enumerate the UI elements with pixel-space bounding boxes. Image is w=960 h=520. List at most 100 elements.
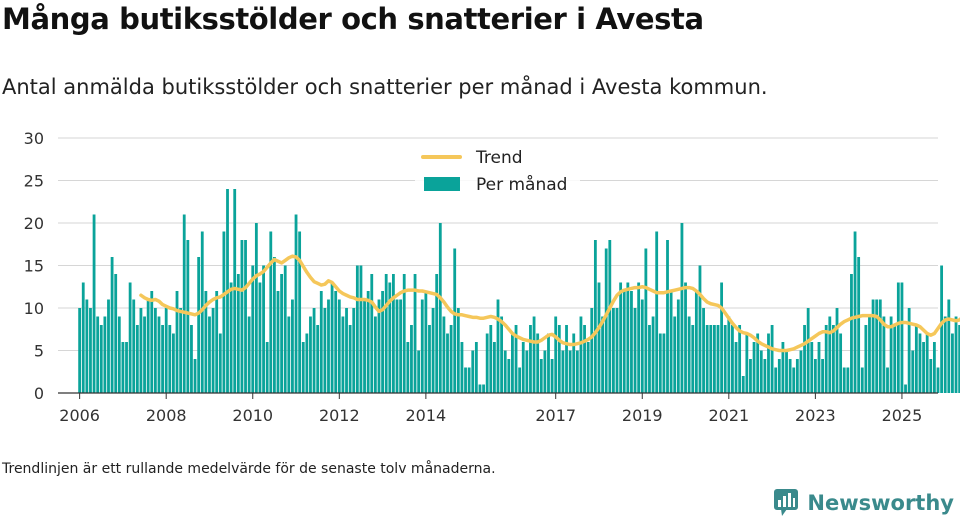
bar bbox=[327, 299, 330, 393]
bar bbox=[929, 359, 933, 393]
x-tick-label: 2008 bbox=[146, 406, 187, 425]
bar bbox=[904, 384, 907, 393]
x-tick-label: 2021 bbox=[708, 406, 749, 425]
bar bbox=[777, 359, 781, 393]
bar bbox=[846, 367, 850, 393]
bar bbox=[712, 325, 716, 393]
bar bbox=[709, 325, 713, 393]
bar bbox=[575, 350, 579, 393]
bar bbox=[529, 325, 532, 393]
bar bbox=[518, 367, 522, 393]
bar bbox=[850, 274, 853, 393]
bar bbox=[799, 350, 803, 393]
bar bbox=[687, 316, 691, 393]
bar bbox=[680, 223, 684, 393]
bar bbox=[175, 291, 179, 393]
bar bbox=[251, 265, 255, 393]
chart: 0 5 10 15 20 25 30 2006 2008 2010 2012 2014 2017 2019… bbox=[0, 120, 960, 440]
bar bbox=[164, 308, 168, 393]
bar bbox=[150, 291, 154, 393]
bar bbox=[446, 333, 449, 393]
bar bbox=[813, 359, 817, 393]
bar bbox=[435, 274, 439, 393]
bar bbox=[355, 265, 359, 393]
bar bbox=[373, 316, 377, 393]
bar bbox=[749, 359, 752, 393]
bar bbox=[630, 291, 633, 393]
bar bbox=[474, 342, 478, 393]
bar bbox=[655, 231, 659, 393]
bar bbox=[186, 240, 190, 393]
bar bbox=[932, 342, 936, 393]
bar bbox=[420, 299, 424, 393]
bar bbox=[579, 316, 583, 393]
y-tick-label: 10 bbox=[24, 299, 44, 318]
x-tick-label: 2023 bbox=[795, 406, 836, 425]
bar bbox=[951, 333, 954, 393]
bar bbox=[294, 214, 298, 393]
bar bbox=[803, 325, 806, 393]
bar bbox=[132, 299, 136, 393]
bar bbox=[345, 308, 348, 393]
bar bbox=[572, 333, 576, 393]
bar bbox=[795, 359, 799, 393]
bar bbox=[781, 342, 785, 393]
bar bbox=[947, 299, 951, 393]
bar bbox=[936, 367, 940, 393]
bar bbox=[619, 282, 623, 393]
bar bbox=[792, 367, 796, 393]
bar-series bbox=[78, 189, 960, 393]
bar bbox=[428, 325, 431, 393]
brand-logo[interactable]: Newsworthy bbox=[773, 487, 954, 519]
x-tick-label: 2017 bbox=[535, 406, 576, 425]
bar bbox=[615, 308, 619, 393]
bar bbox=[359, 265, 363, 393]
y-tick-label: 5 bbox=[34, 342, 44, 361]
bar bbox=[842, 367, 846, 393]
bar bbox=[896, 282, 900, 393]
bar bbox=[759, 350, 763, 393]
bar bbox=[190, 325, 193, 393]
newsworthy-logo-icon bbox=[774, 489, 799, 516]
bar bbox=[280, 274, 284, 393]
x-tick-label: 2006 bbox=[59, 406, 100, 425]
bar bbox=[525, 350, 529, 393]
bar bbox=[471, 350, 475, 393]
y-tick-label: 0 bbox=[34, 384, 44, 403]
bar bbox=[853, 231, 857, 393]
bar bbox=[817, 342, 821, 393]
bar bbox=[886, 367, 889, 393]
bar bbox=[424, 291, 428, 393]
bar bbox=[871, 299, 875, 393]
bar bbox=[211, 308, 215, 393]
bar bbox=[763, 359, 767, 393]
legend-bar-label: Per månad bbox=[476, 174, 567, 195]
bar bbox=[500, 316, 504, 393]
bar bbox=[323, 308, 327, 393]
bar bbox=[738, 325, 742, 393]
bar bbox=[161, 325, 164, 393]
bar bbox=[511, 333, 514, 393]
x-tick-label: 2019 bbox=[622, 406, 663, 425]
bar bbox=[741, 376, 745, 393]
footnote: Trendlinjen är ett rullande medelvärde f… bbox=[2, 461, 496, 477]
bar bbox=[521, 342, 525, 393]
bar bbox=[640, 299, 644, 393]
bar bbox=[229, 282, 233, 393]
bar bbox=[597, 282, 601, 393]
bar bbox=[128, 282, 132, 393]
y-tick-label: 25 bbox=[24, 172, 44, 191]
bar bbox=[399, 299, 403, 393]
bar bbox=[828, 316, 832, 393]
bar bbox=[413, 274, 417, 393]
bar bbox=[265, 342, 269, 393]
bar bbox=[864, 325, 868, 393]
bar bbox=[96, 316, 100, 393]
bar bbox=[940, 265, 944, 393]
bar bbox=[330, 282, 334, 393]
bar bbox=[684, 282, 687, 393]
bar bbox=[482, 384, 485, 393]
chart-subtitle: Antal anmälda butiksstölder och snatteri… bbox=[2, 75, 768, 99]
bar bbox=[135, 325, 139, 393]
bar bbox=[601, 316, 604, 393]
